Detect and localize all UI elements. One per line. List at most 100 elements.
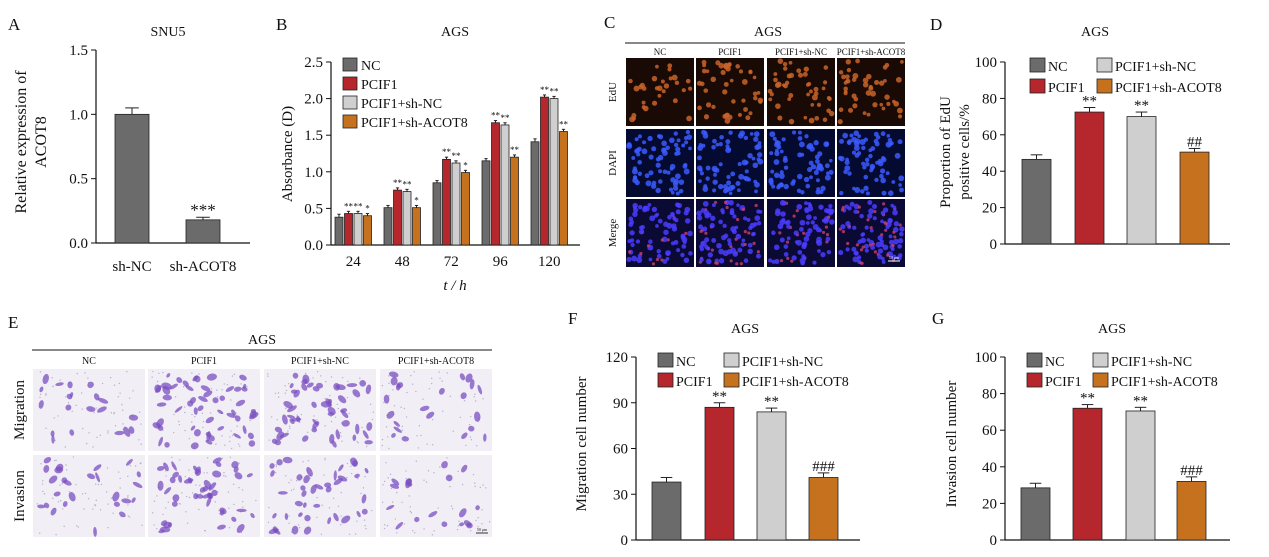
panel-e-cell: [270, 470, 275, 477]
panel-e-pore: [122, 409, 124, 411]
panel-c-cell: [675, 173, 681, 180]
chart-b-legend-label: PCIF1: [361, 78, 398, 93]
panel-e-cell: [131, 497, 136, 503]
panel-letter-a: A: [8, 15, 21, 34]
panel-c-cell: [779, 170, 784, 175]
panel-c-cell: [815, 166, 820, 171]
panel-c-cell: [823, 65, 829, 70]
panel-e-cell: [43, 502, 50, 509]
panel-c-cell: [807, 142, 814, 149]
panel-e-pore: [396, 491, 398, 494]
panel-e-pore: [171, 456, 173, 459]
panel-c-cell: [737, 162, 742, 167]
panel-e-cell: [296, 474, 303, 481]
panel-e-pore: [198, 373, 200, 375]
panel-e-cell: [97, 406, 107, 413]
chartD-significance-label: **: [1134, 98, 1149, 114]
panel-c-edu-cell: [754, 203, 758, 208]
chartF-bar: [756, 411, 787, 541]
panel-e-pore: [383, 480, 386, 483]
chart-d: 0 20 40 60 80 100 ** ** ## NC PCIF1+sh-NC PCIF1 PCIF…: [975, 55, 1230, 253]
panel-c-cell: [800, 190, 805, 195]
panel-e-pore: [39, 396, 41, 399]
chartD-bar: [1126, 116, 1157, 245]
panel-e-pore: [297, 524, 300, 526]
panel-e-cell: [164, 441, 170, 448]
chart-b-bar: [491, 122, 500, 246]
panel-e-pore: [457, 470, 459, 473]
panel-e-cell: [383, 394, 390, 404]
panel-c-cell: [777, 58, 784, 64]
panel-c-cell: [875, 160, 880, 165]
panel-e-pore: [313, 415, 315, 417]
panel-e-pore: [132, 390, 134, 392]
panel-e-pore: [51, 377, 53, 379]
panel-c-cell: [875, 241, 882, 248]
panel-c-cell: [738, 69, 744, 74]
panel-e-pore: [230, 430, 232, 432]
panel-e-pore: [357, 477, 359, 480]
panel-c-cell: [805, 231, 811, 237]
panel-c-cell: [797, 249, 803, 255]
panel-c-cell: [636, 257, 643, 263]
panel-c-cell: [696, 165, 703, 171]
panel-e-cell: [207, 492, 213, 499]
panel-e-pore: [95, 483, 97, 485]
panel-e-pore: [371, 418, 374, 421]
panel-e-pore: [403, 407, 406, 410]
panel-e-cell: [313, 503, 321, 508]
panel-c-cell: [810, 103, 815, 107]
panel-c-edu-cell: [741, 207, 746, 211]
panel-e-pore: [119, 392, 121, 394]
panel-c-cell: [638, 228, 645, 235]
panel-e-pore: [316, 496, 318, 499]
panel-c-cell: [648, 170, 654, 176]
panel-c-cell: [703, 114, 710, 120]
panel-e-pore: [129, 464, 131, 467]
panel-c-edu-cell: [855, 243, 860, 247]
panel-e-cell: [54, 466, 64, 474]
panel-e-pore: [236, 425, 238, 427]
panel-e-pore: [410, 374, 412, 377]
panel-e-pore: [225, 475, 227, 478]
panel-c-cell: [739, 130, 746, 137]
chart-b-y-tick-label: 2.0: [304, 92, 323, 108]
panel-c-cell: [898, 175, 905, 182]
panel-e-pore: [409, 506, 411, 508]
panel-e-column-label: NC: [82, 356, 96, 367]
panel-c-cell: [880, 219, 884, 224]
panel-e-cell: [331, 440, 337, 448]
panel-e-pore: [481, 509, 483, 511]
panel-c-cell: [632, 205, 637, 210]
panel-e-pore: [43, 493, 46, 495]
panel-c-cell: [667, 67, 672, 72]
panel-c-cell: [864, 248, 869, 253]
panel-c-cell: [797, 136, 803, 141]
panel-e-pore: [337, 407, 339, 410]
panel-e-pore: [41, 483, 44, 485]
panel-e-pore: [488, 521, 491, 523]
panel-e-cell: [162, 385, 171, 395]
panel-e-pore: [413, 371, 415, 373]
panel-c-cell: [769, 131, 776, 138]
panel-c-cell: [743, 216, 748, 221]
panel-c-edu-cell: [792, 214, 796, 218]
panel-e-pore: [92, 508, 94, 510]
panel-e-pore: [449, 485, 451, 488]
panel-e-pore: [371, 509, 373, 512]
panel-e-pore: [172, 431, 175, 434]
panel-e-cell: [162, 394, 172, 401]
panel-c-cell: [845, 78, 851, 84]
panel-c-edu-cell: [891, 243, 895, 248]
panel-e-cell: [63, 480, 72, 486]
panel-c-cell: [899, 226, 905, 232]
panel-e-cell: [441, 461, 448, 469]
panel-e-pore: [81, 493, 84, 495]
panel-c-cell: [870, 245, 875, 250]
panel-e-pore: [75, 404, 77, 407]
panel-e-cell: [233, 433, 241, 439]
panel-c-cell: [754, 215, 761, 221]
panel-e-cell: [393, 426, 403, 433]
panel-e-pore: [65, 469, 68, 471]
panel-c-cell: [747, 152, 753, 159]
